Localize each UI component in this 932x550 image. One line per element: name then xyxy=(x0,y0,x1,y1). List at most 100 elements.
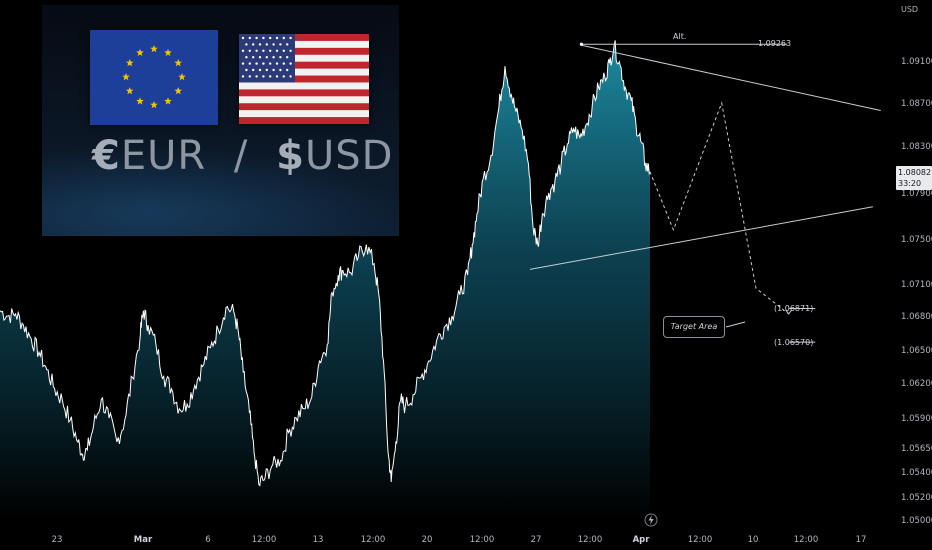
eu-star xyxy=(178,73,186,81)
lightning-glyph xyxy=(648,515,654,525)
us-stripe xyxy=(239,103,369,111)
us-star xyxy=(272,56,275,59)
target-pointer xyxy=(725,321,746,328)
x-tick-label: 12:00 xyxy=(252,535,277,545)
us-star xyxy=(286,68,289,72)
y-tick-label: 1.05400 xyxy=(901,468,932,478)
us-stripe xyxy=(239,47,369,55)
price-area-fill xyxy=(0,40,650,523)
y-tick-label: 1.07500 xyxy=(901,235,932,245)
us-stripe xyxy=(239,89,369,97)
us-star xyxy=(289,62,292,65)
current-price: 1.08082 xyxy=(898,168,932,177)
y-tick-label: 1.07100 xyxy=(901,280,932,290)
us-flag-icon xyxy=(239,34,369,124)
us-star xyxy=(289,36,292,40)
lightning-icon xyxy=(644,513,658,527)
x-tick-label: 17 xyxy=(856,535,867,545)
us-star xyxy=(252,56,255,59)
axis-unit-label: USD xyxy=(901,5,919,14)
us-star xyxy=(241,49,245,52)
dollar-symbol: $ xyxy=(276,133,305,179)
current-price-tag: 1.08082 33:20 xyxy=(896,166,932,190)
eu-star xyxy=(136,48,144,56)
x-tick-label: 12:00 xyxy=(578,535,603,545)
us-star xyxy=(289,49,292,52)
us-star xyxy=(252,68,255,72)
eu-star xyxy=(125,59,134,67)
eu-star xyxy=(174,59,183,67)
us-star xyxy=(269,49,272,52)
eurusd-banner: €EUR / $USD xyxy=(42,5,399,236)
y-tick-label: 1.05000 xyxy=(901,516,932,526)
eu-star xyxy=(150,45,158,53)
us-star xyxy=(265,56,268,59)
euro-symbol: € xyxy=(92,133,121,179)
us-star xyxy=(252,43,255,46)
us-stripe xyxy=(239,34,369,41)
us-star xyxy=(248,62,251,65)
y-tick-label: 1.06800 xyxy=(901,312,932,322)
us-star xyxy=(255,49,258,52)
alt-price: 1.09263 xyxy=(758,39,791,48)
x-tick-label: 23 xyxy=(52,535,63,545)
x-tick-label: Mar xyxy=(134,535,153,545)
pair-separator: / xyxy=(233,133,249,179)
us-star xyxy=(282,49,285,52)
target-area-label[interactable]: Target Area xyxy=(663,316,725,338)
eu-star xyxy=(122,73,130,81)
us-star xyxy=(275,62,279,65)
us-star xyxy=(255,75,258,78)
x-tick-label: 12:00 xyxy=(361,535,386,545)
us-star xyxy=(258,43,262,46)
us-stripe xyxy=(239,117,369,124)
us-star xyxy=(262,36,265,40)
support-trendline xyxy=(529,206,873,270)
us-star xyxy=(272,68,275,72)
y-tick-label: 1.08700 xyxy=(901,99,932,109)
resistance-trendline xyxy=(581,44,881,112)
us-star xyxy=(245,43,248,46)
projection-arrowhead xyxy=(785,309,793,315)
us-star xyxy=(241,75,245,78)
x-tick-label: 12:00 xyxy=(688,535,713,545)
us-star xyxy=(275,36,279,40)
us-star xyxy=(248,49,251,52)
us-star xyxy=(275,49,279,52)
y-tick-label: 1.09100 xyxy=(901,57,932,67)
target-lower-label: (1.06570) xyxy=(774,338,813,347)
alt-level-anchor xyxy=(579,42,584,46)
us-star xyxy=(269,75,272,78)
bar-countdown: 33:20 xyxy=(898,179,922,188)
eu-flag-icon xyxy=(90,30,218,125)
us-star xyxy=(258,56,262,59)
currency-pair-title: €EUR / $USD xyxy=(92,133,393,179)
y-tick-label: 1.05650 xyxy=(901,444,932,454)
us-stripe xyxy=(239,61,369,69)
us-star xyxy=(241,62,245,65)
banner-glow xyxy=(42,145,399,236)
y-tick-label: 1.05900 xyxy=(901,414,932,424)
x-tick-label: 27 xyxy=(531,535,542,545)
target-upper-label: (1.06871) xyxy=(774,304,813,313)
x-tick-label: Apr xyxy=(633,535,651,545)
alt-label: Alt. xyxy=(673,32,686,41)
eu-star xyxy=(136,97,144,105)
us-star xyxy=(245,68,248,72)
eu-star xyxy=(125,87,134,95)
us-star xyxy=(279,56,282,59)
us-star xyxy=(279,68,282,72)
eu-star xyxy=(164,48,172,56)
us-star xyxy=(258,68,262,72)
us-star xyxy=(279,43,282,46)
us-star xyxy=(282,62,285,65)
us-star xyxy=(255,62,258,65)
y-tick-label: 1.06500 xyxy=(901,346,932,356)
us-star xyxy=(262,49,265,52)
us-star xyxy=(289,75,292,78)
eu-star xyxy=(174,87,183,95)
x-tick-label: 12:00 xyxy=(794,535,819,545)
pair-right-code: USD xyxy=(304,133,394,179)
projection-path xyxy=(649,101,790,315)
